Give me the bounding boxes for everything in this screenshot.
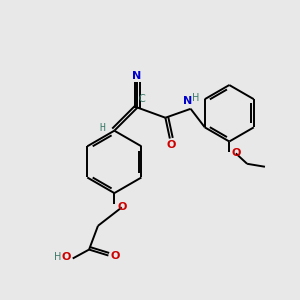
Text: O: O [167,140,176,150]
Text: N: N [132,71,141,81]
Text: C: C [139,94,145,103]
Text: N: N [183,96,192,106]
Text: O: O [110,250,120,260]
Text: O: O [117,202,127,212]
Text: H: H [192,93,200,103]
Text: H: H [54,252,61,262]
Text: O: O [231,148,241,158]
Text: O: O [61,252,71,262]
Text: H: H [99,123,105,133]
